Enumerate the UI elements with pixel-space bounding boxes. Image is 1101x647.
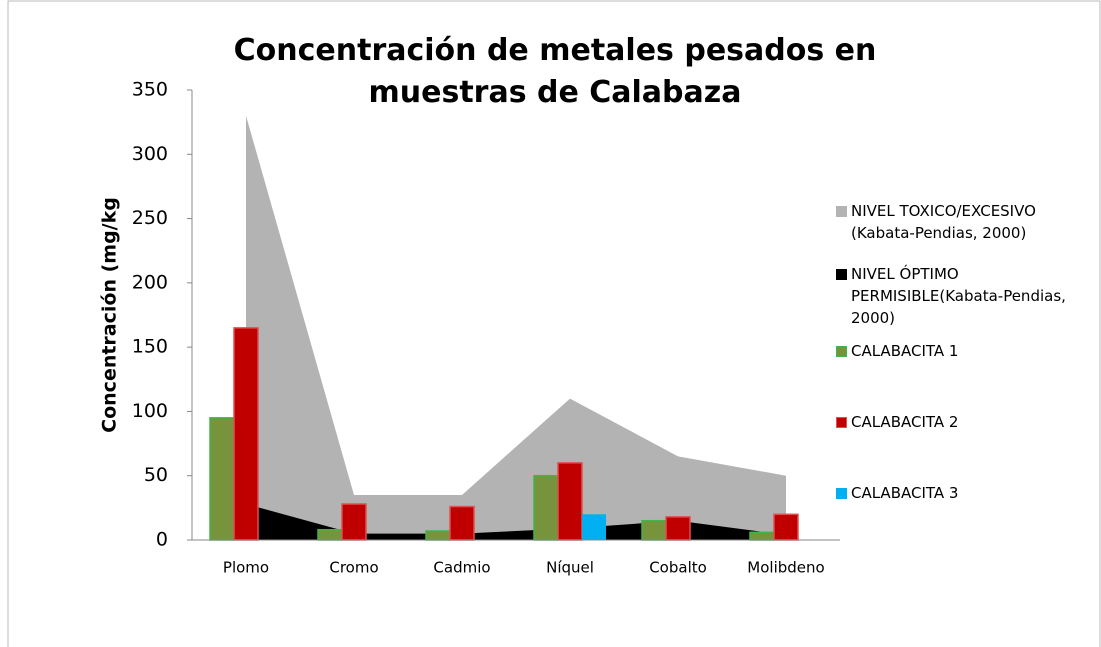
y-tick-label: 250	[132, 207, 168, 229]
bar	[317, 528, 343, 541]
legend-swatch	[836, 488, 847, 499]
bar	[449, 505, 475, 541]
legend-label: CALABACITA 3	[851, 484, 959, 502]
chart-title: Concentración de metales pesados en mues…	[233, 33, 877, 110]
area	[246, 115, 786, 540]
bar	[533, 474, 559, 541]
x-tick-label: Cobalto	[649, 559, 707, 577]
y-axis-label: Concentración (mg/kg	[99, 197, 121, 433]
y-tick-label: 300	[132, 143, 168, 165]
bar	[233, 327, 259, 541]
bar	[641, 519, 667, 541]
y-tick-label: 200	[132, 271, 168, 293]
legend-item: CALABACITA 3	[836, 482, 1098, 504]
bar	[209, 417, 235, 541]
bar	[582, 514, 606, 540]
x-tick-label: Molibdeno	[747, 559, 824, 577]
bar	[665, 516, 691, 541]
legend-item: CALABACITA 1	[836, 340, 1098, 362]
legend-swatch	[836, 206, 847, 217]
legend-label: CALABACITA 2	[851, 413, 959, 431]
legend-swatch	[836, 417, 847, 428]
bar	[341, 503, 367, 541]
y-tick-label: 100	[132, 400, 168, 422]
legend-swatch	[836, 346, 847, 357]
legend-item: NIVEL TOXICO/EXCESIVO (Kabata-Pendias, 2…	[836, 200, 1098, 244]
bar	[557, 462, 583, 541]
chart-frame	[7, 0, 1101, 647]
x-tick-label: Cadmio	[433, 559, 490, 577]
x-tick-label: Níquel	[546, 559, 594, 577]
bar	[773, 513, 799, 541]
y-tick-label: 350	[132, 79, 168, 101]
legend-item: CALABACITA 2	[836, 411, 1098, 433]
bar	[749, 531, 775, 541]
y-tick-label: 0	[156, 529, 168, 551]
y-tick-label: 150	[132, 336, 168, 358]
y-tick-label: 50	[144, 464, 168, 486]
legend-label: NIVEL ÓPTIMO PERMISIBLE(Kabata-Pendias, …	[851, 265, 1066, 327]
legend-item: NIVEL ÓPTIMO PERMISIBLE(Kabata-Pendias, …	[836, 263, 1098, 329]
legend-label: NIVEL TOXICO/EXCESIVO (Kabata-Pendias, 2…	[851, 202, 1036, 242]
legend-label: CALABACITA 1	[851, 342, 959, 360]
x-tick-label: Cromo	[329, 559, 378, 577]
legend-swatch	[836, 269, 847, 280]
x-tick-label: Plomo	[223, 559, 269, 577]
bar	[425, 530, 451, 541]
